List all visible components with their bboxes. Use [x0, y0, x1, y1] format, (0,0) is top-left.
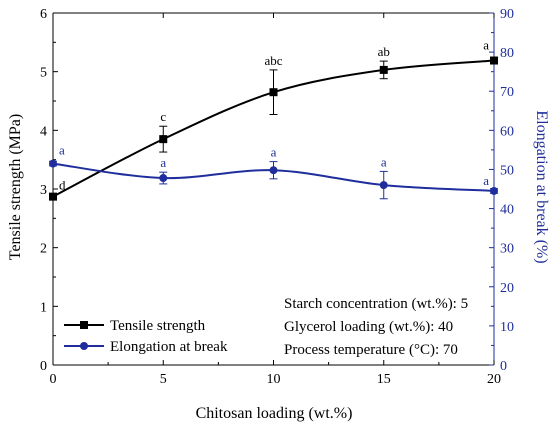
x-tick-label: 10: [267, 372, 281, 387]
y-tick-label-right: 70: [500, 85, 514, 100]
significance-label-tensile: c: [160, 109, 166, 124]
significance-label-tensile: ab: [378, 44, 390, 59]
significance-label-elongation: a: [160, 155, 166, 170]
series-tensile: d c abc ab a: [49, 38, 498, 201]
y-tick-label-right: 80: [500, 46, 514, 61]
data-point-elongation: [49, 159, 57, 168]
condition-glycerol: Glycerol loading (wt.%): 40: [284, 319, 453, 335]
x-tick-label: 0: [50, 372, 57, 387]
x-axis-title: Chitosan loading (wt.%): [196, 405, 353, 422]
legend-marker-tensile: [80, 321, 88, 329]
y-tick-label-right: 90: [500, 7, 514, 22]
x-tick-label: 15: [377, 372, 391, 387]
y-tick-label-right: 0: [500, 359, 507, 374]
y-tick-label-right: 50: [500, 163, 514, 178]
y-tick-label-left: 0: [40, 359, 47, 374]
significance-label-tensile: a: [483, 38, 489, 53]
legend-marker-elongation: [80, 342, 88, 350]
y-tick-label-left: 2: [40, 242, 47, 257]
y-tick-label-right: 40: [500, 203, 514, 218]
y-tick-label-right: 60: [500, 124, 514, 139]
data-point-elongation: [379, 181, 388, 190]
condition-temperature: Process temperature (°C): 70: [284, 342, 458, 358]
significance-label-elongation: a: [59, 143, 65, 158]
y-tick-label-left: 4: [40, 124, 47, 139]
y-tick-label-left: 6: [40, 7, 47, 22]
legend: Tensile strength Elongation at break: [64, 318, 228, 355]
data-point-tensile: [490, 56, 498, 65]
x-tick-label: 5: [160, 372, 167, 387]
significance-label-tensile: abc: [264, 53, 282, 68]
y-axis-title-left: Tensile strength (MPa): [7, 114, 24, 260]
conditions-annotation: Starch concentration (wt.%): 5 Glycerol …: [284, 296, 468, 358]
legend-label-tensile: Tensile strength: [110, 318, 206, 334]
series-elongation: a a a a a: [49, 143, 498, 200]
data-point-elongation: [490, 186, 498, 195]
y-tick-label-right: 10: [500, 320, 514, 335]
data-point-tensile: [379, 65, 388, 74]
y-axis-title-right: Elongation at break (%): [533, 110, 550, 263]
significance-label-tensile: d: [59, 178, 66, 193]
significance-label-elongation: a: [483, 173, 489, 188]
significance-label-elongation: a: [271, 145, 277, 160]
condition-starch: Starch concentration (wt.%): 5: [284, 296, 468, 312]
data-point-tensile: [49, 192, 57, 201]
legend-label-elongation: Elongation at break: [110, 339, 228, 355]
series-layer: d c abc ab a a a a a a: [49, 38, 498, 201]
significance-label-elongation: a: [381, 154, 387, 169]
y-tick-label-left: 5: [40, 66, 47, 81]
data-point-tensile: [269, 88, 278, 97]
x-tick-label: 20: [487, 372, 501, 387]
data-point-tensile: [159, 135, 168, 144]
data-point-elongation: [159, 174, 168, 183]
data-point-elongation: [269, 166, 278, 175]
y-tick-label-right: 20: [500, 281, 514, 296]
y-tick-label-right: 30: [500, 242, 514, 257]
y-tick-label-left: 3: [40, 183, 47, 198]
y-tick-label-left: 1: [40, 300, 47, 315]
